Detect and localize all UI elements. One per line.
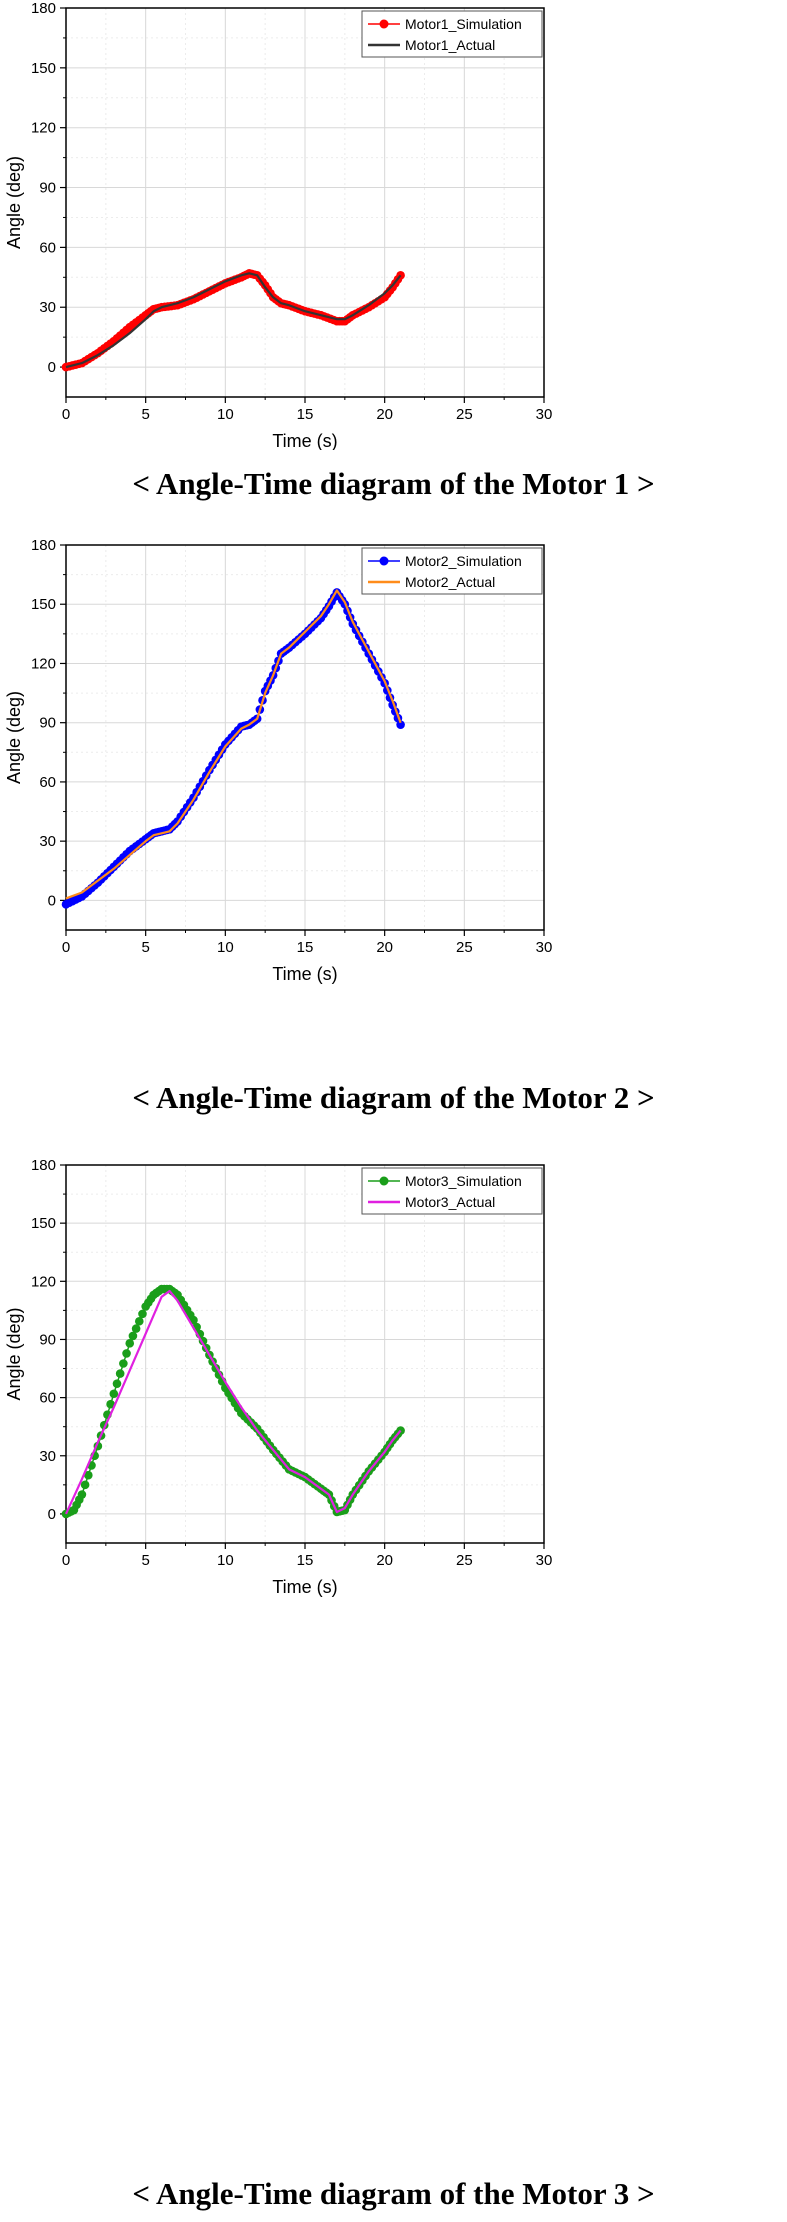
legend-label: Motor2_Simulation <box>405 553 522 569</box>
x-tick-label: 0 <box>62 939 70 956</box>
y-axis-label: Angle (deg) <box>4 1307 24 1400</box>
legend-label: Motor1_Actual <box>405 37 495 53</box>
chart-panel-motor3: 0 5 10 15 20 25 30 0 30 60 90 120 150 180 Time (s) Angl… <box>0 1160 787 2160</box>
y-tick-label: 120 <box>31 1273 56 1290</box>
data-point-Motor2_Simulation <box>396 720 405 729</box>
y-tick-label: 120 <box>31 120 56 137</box>
data-point-Motor3_Simulation <box>80 1480 90 1490</box>
y-tick-label: 60 <box>39 774 56 791</box>
x-tick-label: 20 <box>376 1552 393 1569</box>
x-tick-label: 5 <box>141 939 149 956</box>
data-point-Motor3_Simulation <box>77 1490 87 1499</box>
caption-motor2: < Angle-Time diagram of the Motor 2 > <box>132 1080 655 1115</box>
x-tick-label: 15 <box>297 939 314 956</box>
x-tick-label: 30 <box>536 406 553 423</box>
x-tick-label: 15 <box>297 1552 314 1569</box>
y-tick-label: 90 <box>39 180 56 197</box>
y-tick-label: 0 <box>48 359 56 376</box>
data-point-Motor3_Simulation <box>84 1470 93 1480</box>
x-tick-label: 15 <box>297 406 314 423</box>
x-tick-label: 10 <box>217 939 234 956</box>
data-point-Motor3_Simulation <box>115 1369 125 1378</box>
y-axis-label: Angle (deg) <box>4 691 24 784</box>
legend-label: Motor3_Simulation <box>405 1173 522 1189</box>
data-point-Motor3_Simulation <box>134 1316 144 1326</box>
y-tick-label: 30 <box>39 833 56 850</box>
legend-swatch-marker <box>379 556 389 566</box>
y-tick-label: 60 <box>39 1390 56 1407</box>
data-point-Motor3_Simulation <box>125 1339 135 1348</box>
series-line-Motor2_Simulation <box>65 590 402 906</box>
y-tick-label: 0 <box>48 1506 56 1523</box>
x-tick-label: 25 <box>456 406 473 423</box>
legend-label: Motor1_Simulation <box>405 16 522 32</box>
data-point-Motor3_Simulation <box>119 1359 128 1368</box>
y-tick-label: 30 <box>39 299 56 316</box>
chart-motor1: 0 5 10 15 20 25 30 0 30 60 90 120 150 180 Time (s) Angl… <box>4 0 553 450</box>
x-tick-label: 10 <box>217 1552 234 1569</box>
legend-box <box>361 10 543 58</box>
caption-motor3: < Angle-Time diagram of the Motor 3 > <box>132 2176 655 2211</box>
data-point-Motor3_Simulation <box>131 1324 141 1333</box>
x-tick-label: 20 <box>376 939 393 956</box>
data-point-Motor3_Simulation <box>122 1349 131 1358</box>
x-tick-label: 5 <box>141 406 149 423</box>
data-point-Motor3_Simulation <box>138 1309 147 1319</box>
chart-panel-motor2: 0 5 10 15 20 25 30 0 30 60 90 120 150 180 Time (s) Angl… <box>0 528 787 1058</box>
data-point-Motor3_Simulation <box>128 1331 138 1341</box>
y-axis-label: Angle (deg) <box>4 156 24 249</box>
x-tick-label: 30 <box>536 939 553 956</box>
x-axis-label: Time (s) <box>272 1577 337 1597</box>
caption-motor1: < Angle-Time diagram of the Motor 1 > <box>132 466 655 501</box>
x-axis-label: Time (s) <box>272 964 337 984</box>
y-tick-label: 90 <box>39 1331 56 1348</box>
y-tick-label: 0 <box>48 892 56 909</box>
x-tick-label: 25 <box>456 1552 473 1569</box>
x-tick-label: 30 <box>536 1552 553 1569</box>
x-tick-label: 10 <box>217 406 234 423</box>
legend-box <box>361 1167 543 1215</box>
legend-swatch-marker <box>379 1176 389 1186</box>
chart-motor2: 0 5 10 15 20 25 30 0 30 60 90 120 150 180 Time (s) Angl… <box>4 537 553 984</box>
x-tick-label: 5 <box>141 1552 149 1569</box>
chart-motor3: 0 5 10 15 20 25 30 0 30 60 90 120 150 180 Time (s) Angl… <box>4 1160 553 1597</box>
y-tick-label: 150 <box>31 1215 56 1232</box>
legend-label: Motor2_Actual <box>405 574 495 590</box>
series-line-Motor1_Actual <box>65 272 402 369</box>
y-tick-label: 30 <box>39 1448 56 1465</box>
y-tick-label: 180 <box>31 0 56 17</box>
chart-panel-motor1: 0 5 10 15 20 25 30 0 30 60 90 120 150 180 Time (s) Angl… <box>0 0 787 450</box>
data-point-Motor3_Simulation <box>106 1399 115 1409</box>
y-tick-label: 150 <box>31 60 56 77</box>
legend-box <box>361 547 543 595</box>
data-point-Motor3_Simulation <box>109 1389 119 1399</box>
data-point-Motor3_Simulation <box>112 1379 122 1388</box>
x-axis-label: Time (s) <box>272 431 337 450</box>
legend-swatch-marker <box>379 19 389 29</box>
y-tick-label: 180 <box>31 1160 56 1174</box>
y-tick-label: 90 <box>39 715 56 732</box>
legend-label: Motor3_Actual <box>405 1194 495 1210</box>
x-tick-label: 20 <box>376 406 393 423</box>
y-tick-label: 60 <box>39 239 56 256</box>
y-tick-label: 120 <box>31 655 56 672</box>
x-tick-label: 25 <box>456 939 473 956</box>
x-tick-label: 0 <box>62 406 70 423</box>
series-line-Motor2_Actual <box>65 589 402 900</box>
x-tick-label: 0 <box>62 1552 70 1569</box>
series-line-Motor3_Actual <box>64 1289 402 1515</box>
y-tick-label: 180 <box>31 537 56 554</box>
y-tick-label: 150 <box>31 596 56 613</box>
